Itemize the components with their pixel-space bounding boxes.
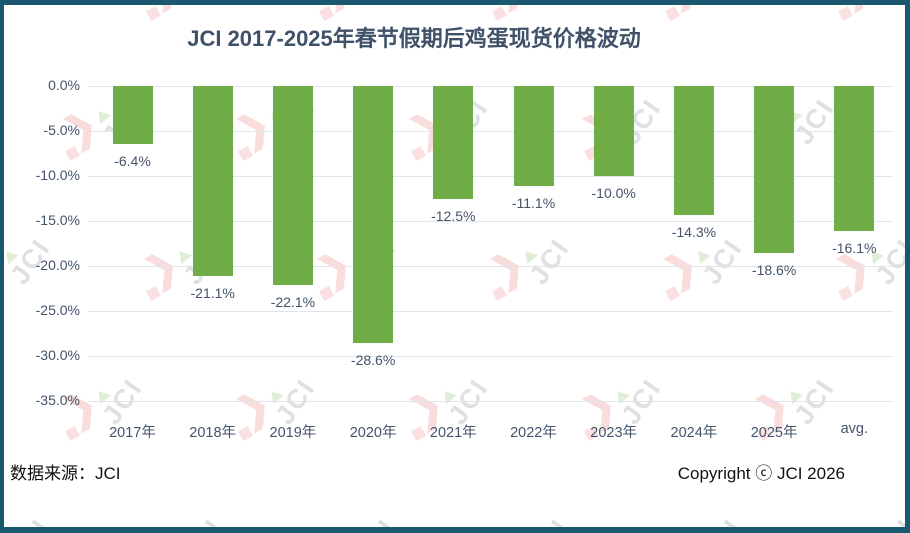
data-source-text: 数据来源：JCI bbox=[10, 464, 121, 483]
jci-logo-triangle-icon bbox=[4, 526, 19, 527]
x-tick-label: avg. bbox=[840, 421, 868, 437]
bar-value-label: -16.1% bbox=[832, 239, 877, 256]
bar-value-label: -28.6% bbox=[350, 352, 396, 369]
x-tick-label: 2024年 bbox=[670, 425, 718, 441]
x-tick-label: 2023年 bbox=[590, 425, 638, 441]
gridline bbox=[88, 86, 893, 87]
x-tick-label: 2017年 bbox=[109, 425, 156, 441]
y-tick-label: -5.0% bbox=[43, 122, 80, 138]
copyright-text: Copyright ⓒ JCI 2026 bbox=[677, 464, 845, 483]
bar bbox=[593, 86, 634, 176]
chart-title: JCI 2017-2025年春节假期后鸡蛋现货价格波动 bbox=[187, 26, 641, 51]
bar bbox=[834, 86, 875, 231]
x-tick-label: 2019年 bbox=[269, 425, 317, 441]
bar-value-label: -10.0% bbox=[591, 185, 636, 201]
bar-value-label: -18.6% bbox=[751, 262, 797, 279]
bar-value-label: -21.1% bbox=[190, 284, 235, 301]
y-tick-label: -15.0% bbox=[35, 212, 80, 228]
x-tick-label: 2018年 bbox=[189, 425, 237, 441]
bar-value-label: -6.4% bbox=[114, 152, 151, 169]
bar-value-label: -12.5% bbox=[431, 207, 476, 224]
gridline bbox=[88, 131, 893, 132]
bar bbox=[513, 86, 554, 186]
gridline bbox=[88, 401, 893, 402]
bar bbox=[433, 86, 474, 199]
jci-logo-triangle-icon bbox=[347, 526, 365, 527]
bar-value-label: -22.1% bbox=[270, 293, 316, 310]
bar-value-label: -11.1% bbox=[511, 194, 556, 211]
y-tick-label: -20.0% bbox=[35, 257, 80, 273]
y-tick-label: 0.0% bbox=[48, 77, 80, 93]
bar bbox=[272, 86, 313, 285]
y-tick-label: -25.0% bbox=[35, 302, 80, 318]
y-tick-label: -35.0% bbox=[35, 392, 80, 408]
bar bbox=[673, 86, 714, 215]
x-tick-label: 2022年 bbox=[510, 425, 557, 441]
gridline bbox=[88, 356, 893, 357]
jci-logo-triangle-icon bbox=[174, 526, 192, 527]
jci-logo-triangle-icon bbox=[693, 526, 711, 527]
y-tick-label: -10.0% bbox=[35, 167, 80, 183]
jci-logo-triangle-icon bbox=[520, 526, 538, 527]
x-tick-label: 2020年 bbox=[349, 425, 397, 441]
jci-logo-triangle-icon bbox=[866, 526, 884, 527]
gridline bbox=[88, 176, 893, 177]
plot-area: 0.0% -5.0% -10.0% -15.0% -20.0% -25.0% -30.0% -… bbox=[4, 5, 905, 527]
bar bbox=[353, 86, 394, 344]
bar-value-label: -14.3% bbox=[671, 223, 717, 240]
bar bbox=[754, 86, 795, 254]
gridline bbox=[88, 266, 893, 267]
bar bbox=[112, 86, 153, 144]
gridline bbox=[88, 311, 893, 312]
x-tick-label: 2025年 bbox=[750, 425, 798, 441]
gridline bbox=[88, 221, 893, 222]
y-tick-label: -30.0% bbox=[35, 347, 80, 363]
x-tick-label: 2021年 bbox=[429, 425, 477, 441]
bar bbox=[192, 86, 233, 276]
